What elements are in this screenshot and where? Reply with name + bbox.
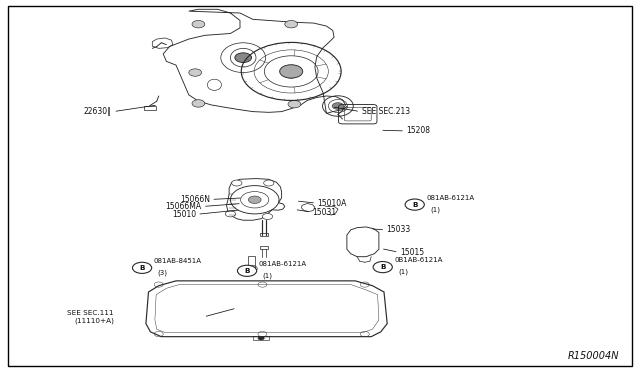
Text: 15208: 15208	[406, 126, 430, 135]
Circle shape	[192, 20, 205, 28]
Text: B: B	[412, 202, 417, 208]
Circle shape	[132, 262, 152, 273]
Circle shape	[373, 262, 392, 273]
Bar	[253, 336, 269, 340]
Circle shape	[192, 100, 205, 107]
Circle shape	[232, 180, 242, 186]
Circle shape	[248, 196, 261, 203]
Text: 15066N: 15066N	[180, 195, 210, 204]
Text: 081AB-6121A: 081AB-6121A	[259, 261, 307, 267]
Text: (3): (3)	[157, 270, 168, 276]
Circle shape	[285, 20, 298, 28]
Circle shape	[262, 214, 273, 219]
Text: 15015: 15015	[400, 248, 424, 257]
Bar	[144, 106, 156, 110]
Text: 22630‖: 22630‖	[84, 107, 112, 116]
Circle shape	[332, 103, 344, 109]
Bar	[248, 256, 255, 268]
Text: (1): (1)	[430, 206, 440, 213]
Text: B: B	[380, 264, 385, 270]
Text: B: B	[244, 268, 250, 274]
Circle shape	[280, 65, 303, 78]
Text: SEE SEC.111
(11110+A): SEE SEC.111 (11110+A)	[67, 310, 114, 324]
Circle shape	[264, 180, 274, 186]
Circle shape	[288, 100, 301, 108]
Text: 081AB-6121A: 081AB-6121A	[426, 195, 474, 201]
Text: 081AB-8451A: 081AB-8451A	[154, 258, 202, 264]
Text: SEE SEC.213: SEE SEC.213	[362, 107, 410, 116]
Text: 15033: 15033	[387, 225, 411, 234]
Text: R150004N: R150004N	[568, 351, 620, 361]
Circle shape	[189, 69, 202, 76]
Circle shape	[285, 71, 298, 78]
Text: 15010A: 15010A	[317, 199, 347, 208]
Circle shape	[225, 211, 236, 217]
Bar	[260, 246, 268, 249]
Circle shape	[235, 53, 252, 62]
Text: 15066MA: 15066MA	[166, 202, 202, 211]
Circle shape	[258, 336, 264, 340]
Text: 15010: 15010	[172, 210, 196, 219]
Text: B: B	[140, 265, 145, 271]
Circle shape	[405, 199, 424, 210]
Text: (1): (1)	[398, 269, 408, 275]
Text: 0B1AB-6121A: 0B1AB-6121A	[394, 257, 443, 263]
Circle shape	[237, 265, 257, 276]
Text: (1): (1)	[262, 273, 273, 279]
Text: 15031: 15031	[312, 208, 337, 217]
Bar	[260, 232, 268, 236]
